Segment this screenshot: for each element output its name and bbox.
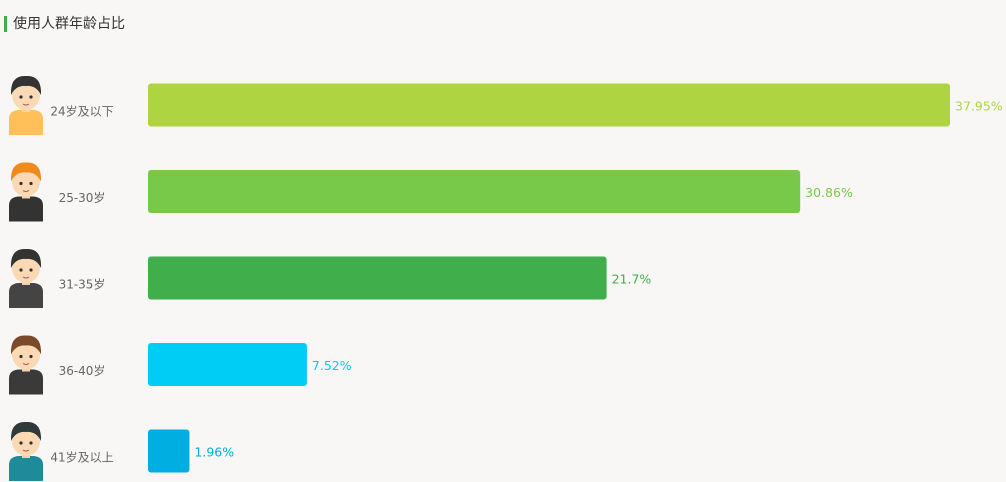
bar bbox=[148, 256, 607, 300]
avatar-mouth bbox=[22, 190, 30, 192]
avatar bbox=[9, 162, 43, 222]
avatar-eye bbox=[19, 95, 23, 99]
avatar-body bbox=[9, 369, 43, 395]
bar bbox=[148, 83, 950, 127]
avatar-head bbox=[12, 339, 40, 370]
avatar-hair bbox=[10, 75, 42, 95]
chart-title: 使用人群年龄占比 bbox=[13, 15, 125, 32]
avatar-head bbox=[12, 166, 40, 197]
avatar-eye bbox=[19, 441, 23, 445]
avatar-mouth bbox=[22, 103, 30, 106]
avatar-eye bbox=[29, 441, 33, 445]
y-tick-label: 36-40岁 bbox=[59, 363, 106, 378]
y-tick-label: 25-30岁 bbox=[59, 190, 106, 205]
avatar-head bbox=[12, 80, 40, 110]
avatar-body bbox=[9, 196, 43, 222]
avatar-eye bbox=[29, 95, 33, 99]
avatar-eye bbox=[19, 268, 23, 272]
y-tick-label: 31-35岁 bbox=[59, 277, 106, 292]
avatar-eye bbox=[29, 354, 33, 359]
avatar-head bbox=[12, 253, 40, 283]
avatar-eye bbox=[19, 354, 23, 359]
y-tick-label: 24岁及以下 bbox=[50, 104, 113, 119]
avatar-mouth bbox=[22, 449, 30, 452]
avatar-hair bbox=[10, 421, 42, 441]
avatar-eye bbox=[29, 181, 33, 186]
avatar-mouth bbox=[22, 363, 30, 365]
bar bbox=[148, 170, 801, 213]
avatar-eye bbox=[29, 268, 33, 272]
avatar-head bbox=[12, 426, 40, 456]
avatar-mouth bbox=[22, 276, 30, 279]
avatar-hair bbox=[10, 248, 42, 268]
bar bbox=[148, 429, 190, 473]
value-label: 37.95% bbox=[955, 99, 1003, 114]
y-tick-label: 41岁及以上 bbox=[50, 450, 113, 465]
avatar-eye bbox=[19, 181, 23, 186]
avatar bbox=[9, 248, 43, 308]
value-label: 21.7% bbox=[612, 272, 652, 287]
avatar-body bbox=[9, 283, 43, 308]
avatar bbox=[9, 75, 43, 135]
bar bbox=[148, 343, 307, 386]
value-label: 7.52% bbox=[312, 358, 352, 373]
value-label: 30.86% bbox=[805, 185, 853, 200]
avatar-hair bbox=[10, 162, 42, 182]
avatar bbox=[9, 421, 43, 481]
value-label: 1.96% bbox=[194, 445, 234, 460]
avatar-body bbox=[9, 110, 43, 135]
avatar bbox=[9, 335, 43, 395]
title-accent bbox=[4, 16, 7, 32]
avatar-hair bbox=[10, 335, 42, 355]
avatar-body bbox=[9, 456, 43, 481]
